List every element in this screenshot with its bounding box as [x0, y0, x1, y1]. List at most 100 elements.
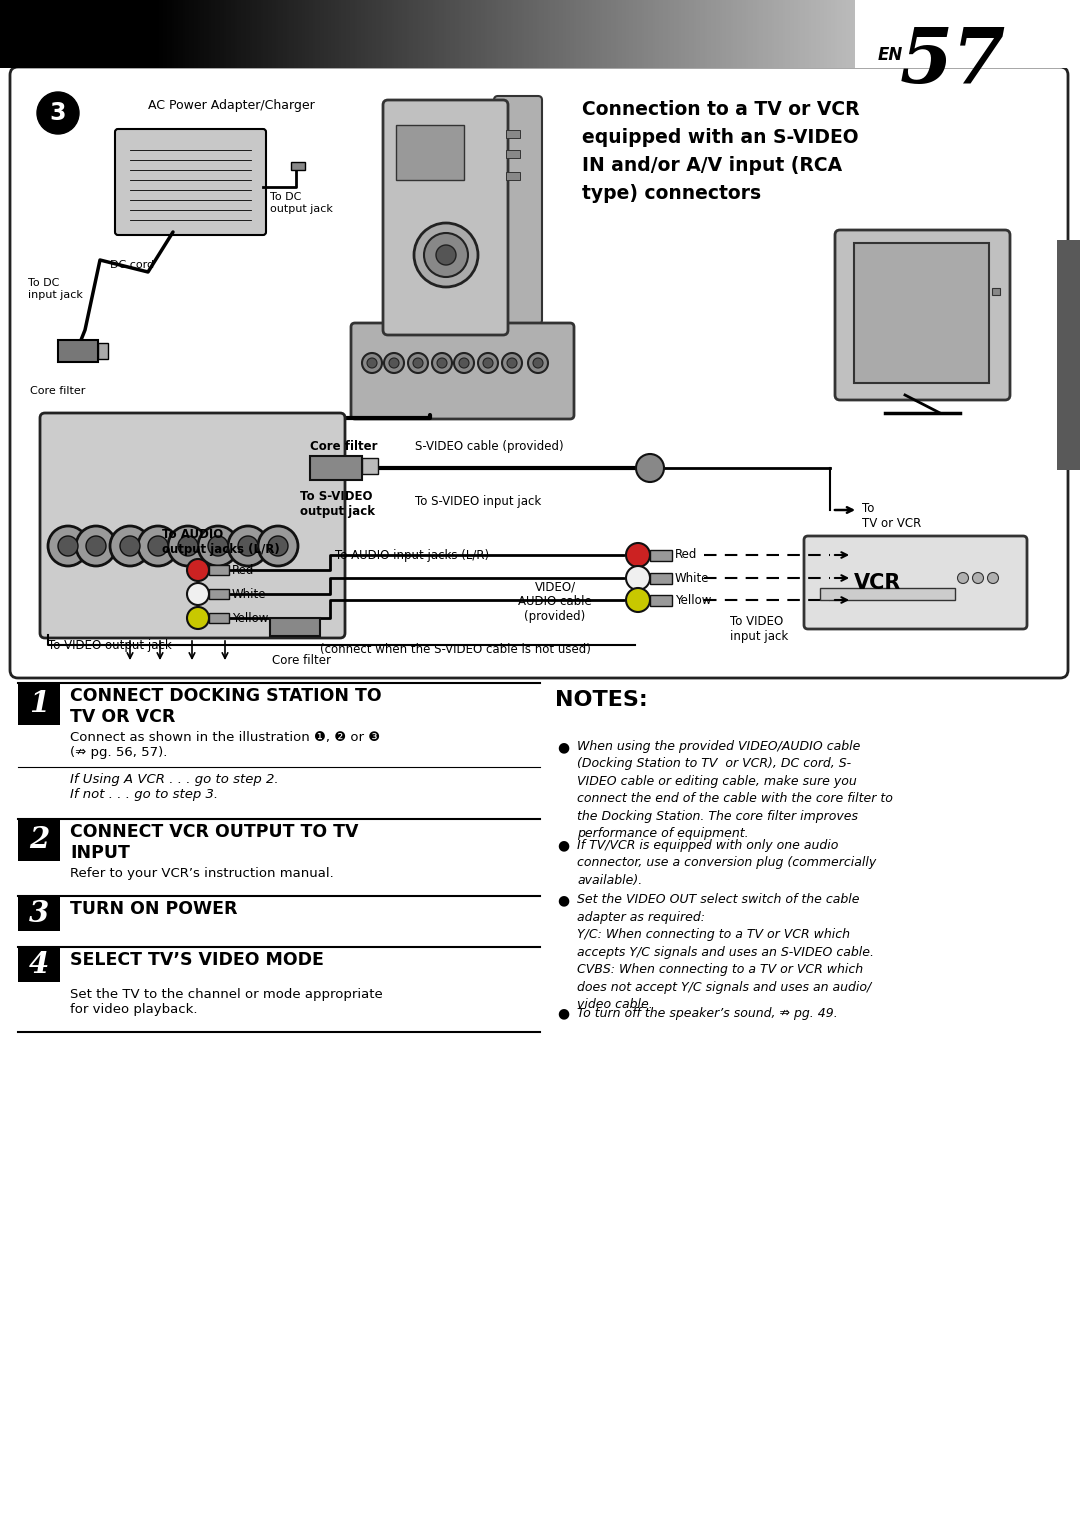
Bar	[407, 0, 410, 67]
Bar	[568, 0, 571, 67]
Bar	[993, 288, 1000, 294]
Circle shape	[413, 359, 423, 368]
Bar	[261, 0, 265, 67]
Bar	[154, 0, 158, 67]
Bar	[526, 0, 529, 67]
Bar	[785, 0, 788, 67]
Text: Red: Red	[675, 549, 698, 561]
Bar	[359, 0, 362, 67]
Bar	[219, 0, 222, 67]
Bar	[103, 0, 106, 67]
Text: AC Power Adapter/Charger: AC Power Adapter/Charger	[148, 98, 314, 112]
Bar	[507, 150, 519, 158]
Text: ●: ●	[557, 1007, 569, 1021]
Bar	[648, 0, 651, 67]
Bar	[24, 0, 27, 67]
Bar	[590, 0, 593, 67]
Text: To DC
output jack: To DC output jack	[270, 192, 333, 213]
Text: CONNECT VCR OUTPUT TO TV
INPUT: CONNECT VCR OUTPUT TO TV INPUT	[70, 823, 359, 862]
Bar	[17, 0, 21, 67]
Text: Yellow: Yellow	[232, 612, 268, 624]
Bar	[702, 0, 705, 67]
Bar	[562, 0, 565, 67]
Circle shape	[626, 566, 650, 590]
Text: ●: ●	[557, 740, 569, 754]
Bar	[139, 0, 143, 67]
Bar	[113, 0, 117, 67]
Bar	[855, 0, 1080, 67]
Text: 57: 57	[900, 25, 1007, 100]
Bar	[539, 0, 542, 67]
Bar	[820, 589, 955, 599]
Bar	[824, 0, 827, 67]
Bar	[376, 0, 379, 67]
Text: (connect when the S-VIDEO cable is not used): (connect when the S-VIDEO cable is not u…	[320, 644, 591, 656]
Bar	[575, 0, 578, 67]
Text: When using the provided VIDEO/AUDIO cable
(Docking Station to TV  or VCR), DC co: When using the provided VIDEO/AUDIO cabl…	[577, 740, 893, 840]
Bar	[167, 0, 171, 67]
Bar	[453, 0, 456, 67]
Text: ●: ●	[557, 839, 569, 852]
Bar	[73, 0, 77, 67]
Text: VCR: VCR	[854, 573, 902, 593]
Bar	[833, 0, 836, 67]
Bar	[654, 0, 658, 67]
Bar	[235, 0, 238, 67]
Circle shape	[187, 560, 210, 581]
Bar	[738, 0, 741, 67]
Bar	[394, 0, 396, 67]
Bar	[403, 0, 406, 67]
Bar	[18, 684, 60, 725]
Circle shape	[48, 526, 87, 566]
Bar	[333, 0, 336, 67]
Bar	[818, 0, 821, 67]
Text: White: White	[232, 587, 267, 601]
Bar	[198, 0, 201, 67]
Bar	[650, 573, 672, 584]
Text: To AUDIO
output jacks (L/R): To AUDIO output jacks (L/R)	[162, 527, 280, 556]
Bar	[796, 0, 799, 67]
Bar	[854, 0, 858, 67]
Bar	[81, 0, 83, 67]
Circle shape	[437, 359, 447, 368]
Bar	[159, 0, 162, 67]
Bar	[352, 0, 355, 67]
Bar	[133, 0, 136, 67]
Bar	[815, 0, 819, 67]
Bar	[603, 0, 606, 67]
Circle shape	[228, 526, 268, 566]
Bar	[564, 0, 567, 67]
Bar	[210, 566, 229, 575]
Bar	[257, 0, 260, 67]
Bar	[58, 340, 98, 362]
Bar	[637, 0, 640, 67]
Bar	[285, 0, 288, 67]
Bar	[735, 0, 739, 67]
Circle shape	[483, 359, 492, 368]
Bar	[813, 0, 816, 67]
Bar	[369, 0, 373, 67]
Bar	[45, 0, 49, 67]
Bar	[764, 0, 767, 67]
Bar	[781, 0, 784, 67]
Bar	[519, 0, 523, 67]
Bar	[37, 0, 40, 67]
Bar	[712, 0, 714, 67]
Bar	[761, 0, 765, 67]
Bar	[543, 0, 546, 67]
Bar	[522, 0, 525, 67]
Circle shape	[454, 353, 474, 373]
Bar	[337, 0, 340, 67]
Bar	[380, 0, 383, 67]
Bar	[372, 0, 375, 67]
Bar	[356, 0, 360, 67]
Bar	[63, 0, 66, 67]
Bar	[98, 0, 102, 67]
Bar	[524, 0, 527, 67]
Bar	[52, 0, 55, 67]
FancyBboxPatch shape	[351, 323, 573, 419]
Bar	[661, 0, 664, 67]
Bar	[204, 0, 207, 67]
Bar	[667, 0, 671, 67]
Bar	[478, 0, 482, 67]
